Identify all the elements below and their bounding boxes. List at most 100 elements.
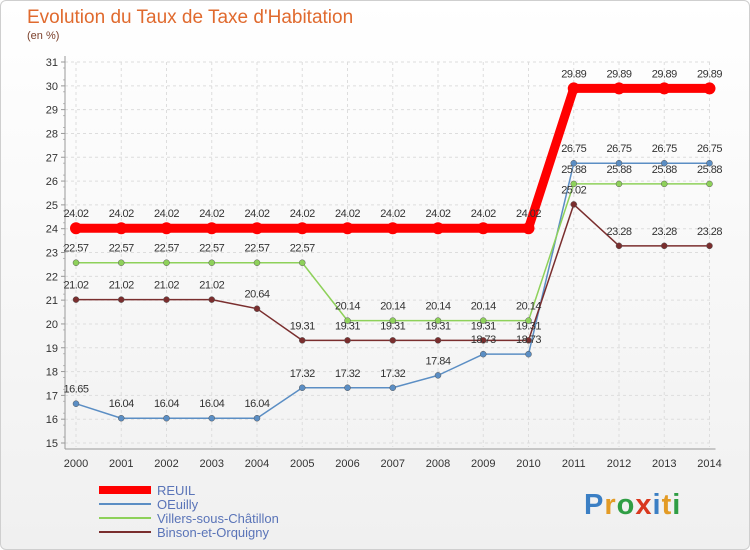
data-point	[434, 317, 442, 324]
data-point	[72, 400, 80, 407]
data-label: 19.31	[290, 320, 315, 332]
data-point	[115, 222, 128, 235]
data-label: 16.65	[63, 384, 88, 396]
x-tick-label: 2010	[516, 458, 540, 470]
legend-label-oeuilly: OEuilly	[157, 496, 199, 512]
data-point	[341, 222, 354, 235]
data-point	[299, 259, 306, 266]
data-point	[118, 259, 125, 266]
data-point	[72, 259, 80, 266]
data-point	[434, 372, 442, 379]
x-tick-label: 2006	[335, 458, 359, 470]
data-label: 20.64	[244, 289, 269, 301]
data-label: 25.88	[697, 164, 722, 176]
data-point	[296, 222, 309, 235]
data-point	[118, 296, 125, 303]
data-point	[251, 222, 263, 235]
data-point	[661, 180, 668, 188]
data-label: 24.02	[516, 208, 541, 220]
data-label: 17.84	[425, 355, 450, 367]
y-tick-label: 20	[46, 319, 58, 331]
data-label: 24.02	[290, 208, 315, 220]
data-label: 26.75	[561, 143, 586, 155]
data-label: 23.28	[652, 226, 677, 238]
data-point	[160, 222, 173, 235]
data-label: 16.04	[244, 398, 269, 410]
data-label: 16.04	[154, 398, 179, 410]
logo-letter: x	[635, 489, 653, 521]
x-tick-label: 2012	[607, 458, 631, 470]
data-label: 21.02	[63, 280, 88, 292]
legend-item-reuil: REUIL	[99, 483, 279, 498]
data-label: 22.57	[109, 243, 134, 255]
data-label: 24.02	[63, 208, 88, 220]
data-label: 24.02	[380, 208, 405, 220]
data-label: 29.89	[697, 68, 722, 80]
data-label: 19.31	[335, 320, 360, 332]
proxiti-logo: Proxiti	[584, 489, 681, 522]
x-tick-label: 2002	[154, 458, 178, 470]
data-point	[480, 350, 487, 358]
data-point	[615, 180, 623, 188]
data-point	[615, 242, 623, 250]
legend-item-binson: Binson-et-Orquigny	[99, 525, 279, 540]
data-label: 26.75	[606, 143, 631, 155]
legend-item-oeuilly: OEuilly	[99, 496, 279, 512]
x-tick-label: 2000	[64, 458, 88, 470]
logo-letter: i	[652, 489, 662, 521]
data-point	[253, 414, 261, 422]
data-point	[208, 414, 215, 422]
data-label: 29.89	[652, 68, 677, 80]
data-label: 20.14	[380, 301, 405, 313]
data-label: 19.31	[516, 320, 541, 332]
data-point	[706, 159, 713, 167]
data-label: 24.02	[154, 208, 179, 220]
data-point	[344, 337, 351, 344]
x-tick-label: 2008	[426, 458, 450, 470]
x-tick-label: 2005	[290, 458, 314, 470]
chart-title: Evolution du Taux de Taxe d'Habitation	[27, 7, 354, 28]
data-label: 18.73	[471, 334, 496, 346]
data-label: 24.02	[244, 208, 269, 220]
y-tick-label: 29	[46, 105, 58, 117]
data-label: 16.04	[109, 398, 134, 410]
legend-swatch-villers	[99, 517, 151, 519]
data-label: 20.14	[335, 301, 360, 313]
data-label: 18.73	[516, 334, 541, 346]
data-point	[570, 180, 577, 188]
data-point	[567, 82, 580, 95]
data-point	[477, 222, 490, 235]
data-point	[706, 242, 713, 250]
data-point	[389, 384, 396, 392]
y-tick-label: 26	[46, 176, 58, 188]
data-point	[163, 414, 170, 422]
data-label: 20.14	[516, 301, 541, 313]
data-point	[389, 317, 396, 324]
logo-letter: r	[604, 489, 617, 521]
data-point	[703, 82, 716, 95]
data-point	[522, 222, 535, 235]
data-point	[344, 317, 351, 324]
data-point	[208, 259, 215, 266]
chart-unit-label: (en %)	[27, 30, 60, 42]
data-point	[386, 222, 399, 235]
data-label: 26.75	[652, 143, 677, 155]
x-tick-label: 2013	[652, 458, 676, 470]
y-tick-label: 24	[46, 224, 58, 236]
data-point	[253, 259, 261, 266]
data-point	[299, 384, 306, 392]
logo-letter: t	[661, 489, 673, 521]
data-label: 24.02	[335, 208, 360, 220]
data-point	[525, 317, 532, 324]
x-tick-label: 2011	[562, 458, 586, 470]
data-point	[389, 337, 396, 344]
data-label: 23.28	[697, 226, 722, 238]
data-label: 19.31	[471, 320, 496, 332]
data-label: 22.57	[244, 243, 269, 255]
x-tick-label: 2003	[200, 458, 224, 470]
data-label: 22.57	[290, 243, 315, 255]
x-tick-label: 2009	[471, 458, 495, 470]
data-label: 24.02	[425, 208, 450, 220]
logo-letter: o	[616, 489, 636, 521]
data-label: 24.02	[471, 208, 496, 220]
